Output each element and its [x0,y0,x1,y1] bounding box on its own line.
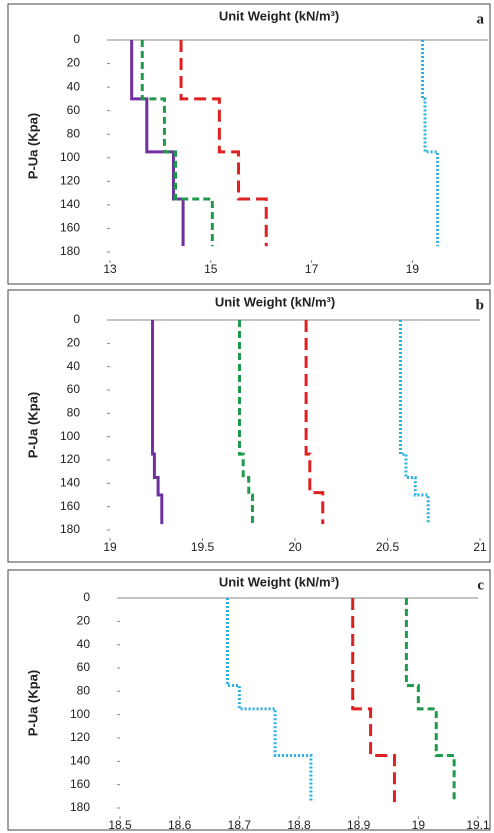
panel-frame [7,289,491,563]
data-line [398,320,430,525]
y-axis-label: P-Ua (Kpa) [25,113,40,179]
data-line [304,320,325,525]
y-tick-label: 40 [67,79,81,93]
y-tick-label: 40 [77,637,91,651]
y-tick-label: 160 [70,777,90,791]
y-tick-label: 40 [67,359,81,373]
y-tick-label: 120 [60,174,80,188]
y-tick-label: 100 [70,707,90,721]
panel-label: c [477,577,484,593]
x-tick-label: 21 [473,540,487,554]
x-tick-label: 19 [412,818,426,832]
y-tick-label: 180 [70,800,90,814]
panel-label: a [477,11,485,27]
x-tick-label: 20.5 [376,540,400,554]
y-tick-label: 0 [83,590,90,604]
y-axis-label: P-Ua (Kpa) [25,670,40,736]
y-tick-label: 160 [60,499,80,513]
x-tick-label: 19 [406,262,420,276]
y-tick-label: 140 [60,476,80,490]
x-tick-label: 15 [204,262,218,276]
x-tick-label: 18.5 [108,818,132,832]
y-tick-label: 20 [67,336,81,350]
y-tick-label: 20 [77,614,91,628]
data-line [130,40,185,247]
y-tick-label: 80 [77,684,91,698]
chart-title: Unit Weight (kN/m³) [215,294,335,309]
chart-title: Unit Weight (kN/m³) [219,8,339,23]
y-tick-label: 100 [60,150,80,164]
y-tick-label: 140 [70,754,90,768]
panel-frame [7,569,491,831]
data-line [351,598,396,803]
data-line [420,40,440,247]
y-tick-label: 0 [73,32,80,46]
x-tick-label: 19 [103,540,117,554]
data-line [151,320,164,525]
y-tick-label: 180 [60,244,80,258]
x-tick-label: 17 [305,262,319,276]
x-tick-label: 20 [288,540,302,554]
data-line [140,40,214,247]
y-tick-label: 80 [67,126,81,140]
y-tick-label: 60 [67,382,81,396]
x-tick-label: 18.8 [287,818,311,832]
panel-frame [7,3,491,285]
y-tick-label: 100 [60,429,80,443]
data-line [179,40,268,247]
y-tick-label: 80 [67,406,81,420]
y-tick-label: 160 [60,221,80,235]
chart-title: Unit Weight (kN/m³) [219,574,339,589]
y-tick-label: 120 [70,730,90,744]
data-line [404,598,456,803]
y-axis-label: P-Ua (Kpa) [25,392,40,458]
y-tick-label: 140 [60,197,80,211]
y-tick-label: 20 [67,56,81,70]
y-tick-label: 180 [60,522,80,536]
y-tick-label: 60 [77,660,91,674]
x-tick-label: 18.7 [228,818,252,832]
x-tick-label: 18.9 [347,818,371,832]
panel-label: b [476,297,484,313]
data-line [238,320,254,525]
x-tick-label: 19.5 [191,540,215,554]
y-tick-label: 120 [60,452,80,466]
x-tick-label: 19.1 [466,818,490,832]
data-line [225,598,313,803]
y-tick-label: 60 [67,103,81,117]
x-tick-label: 13 [103,262,117,276]
x-tick-label: 18.6 [168,818,192,832]
y-tick-label: 0 [73,312,80,326]
